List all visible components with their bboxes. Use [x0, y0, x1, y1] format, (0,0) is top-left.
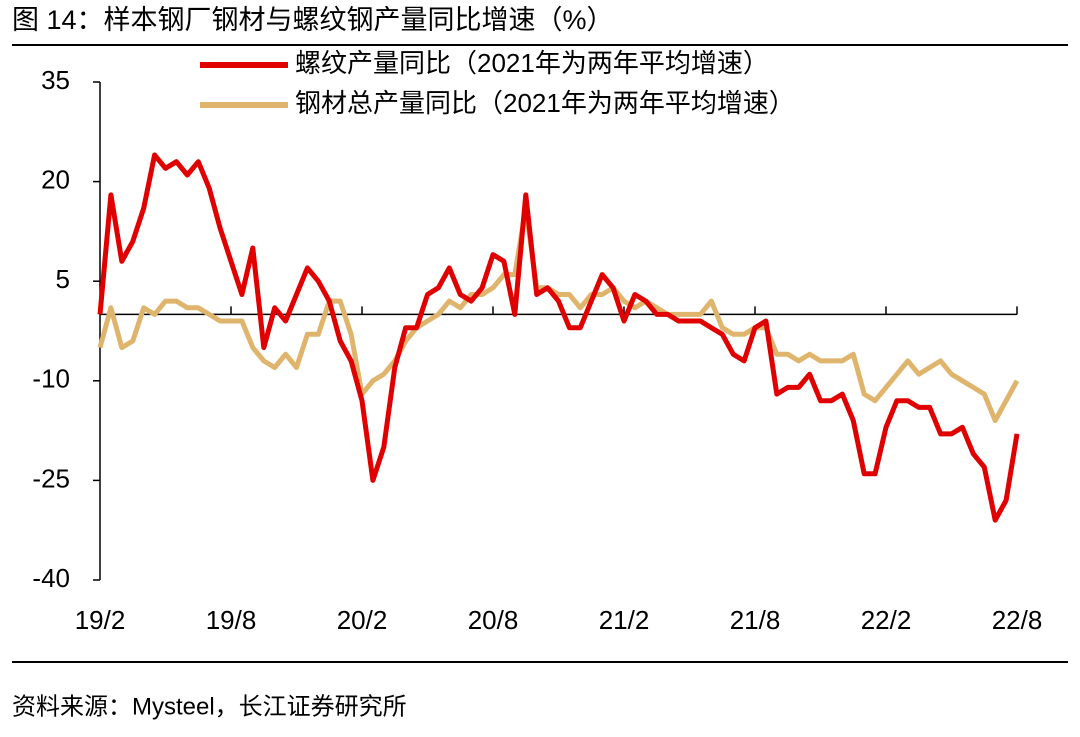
x-tick-label: 20/2 — [337, 605, 388, 635]
series-line — [97, 205, 1020, 424]
x-tick-label: 21/8 — [730, 605, 781, 635]
y-tick-label: -10 — [32, 364, 70, 394]
y-tick-label: -25 — [32, 463, 70, 493]
y-tick-label: 20 — [41, 164, 70, 194]
y-tick-label: 35 — [41, 65, 70, 95]
source: 资料来源：Mysteel，长江证券研究所 — [12, 693, 407, 720]
x-tick-label: 19/8 — [206, 605, 257, 635]
y-tick-label: -40 — [32, 563, 70, 593]
x-tick-label: 20/8 — [468, 605, 519, 635]
legend-label: 螺纹产量同比（2021年为两年平均增速） — [295, 48, 769, 78]
x-tick-label: 19/2 — [75, 605, 126, 635]
legend-label: 钢材总产量同比（2021年为两年平均增速） — [295, 88, 795, 118]
series-line — [97, 152, 1020, 523]
x-tick-label: 21/2 — [599, 605, 650, 635]
x-tick-label: 22/8 — [992, 605, 1043, 635]
chart-title: 图 14：样本钢厂钢材与螺纹钢产量同比增速（%） — [12, 5, 614, 35]
y-tick-label: 5 — [56, 264, 70, 294]
x-tick-label: 22/2 — [861, 605, 912, 635]
